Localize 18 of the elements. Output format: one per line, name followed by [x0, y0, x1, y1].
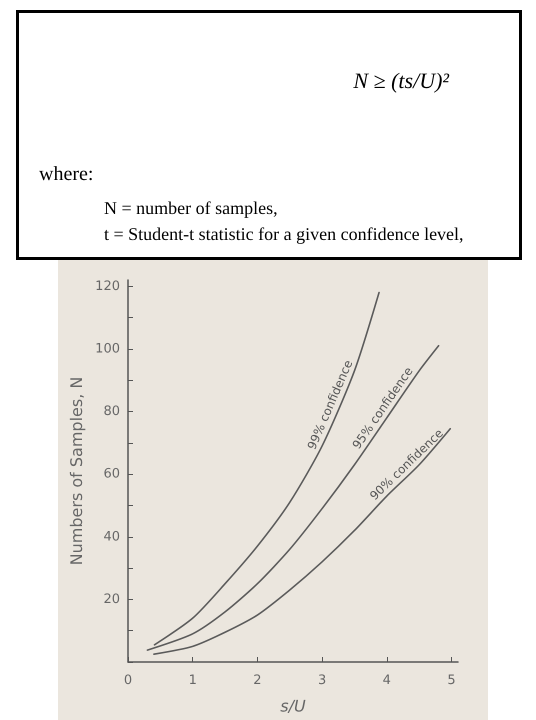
text: t = Student-t statistic for a given confidence level, — [104, 224, 464, 245]
x-tick-label: 4 — [382, 673, 391, 688]
x-tick-label: 1 — [188, 673, 197, 688]
x-axis-title: s/U — [280, 696, 306, 716]
text: where: — [39, 163, 94, 186]
text: N = number of samples, — [104, 198, 278, 219]
y-tick-label: 100 — [95, 341, 120, 356]
y-tick-label: 120 — [95, 278, 120, 294]
x-tick-label: 0 — [124, 673, 132, 688]
y-tick-label: 80 — [103, 404, 120, 420]
y-tick-label: 20 — [103, 592, 120, 607]
y-axis-title: Numbers of Samples, N — [66, 376, 86, 566]
y-tick-label: 60 — [103, 466, 120, 482]
y-tick-label: 40 — [103, 529, 120, 544]
x-tick-label: 3 — [318, 673, 326, 688]
x-tick-label: 5 — [447, 673, 456, 688]
text: N ≥ (ts/U)² — [353, 68, 449, 94]
x-tick-label: 2 — [253, 673, 262, 688]
